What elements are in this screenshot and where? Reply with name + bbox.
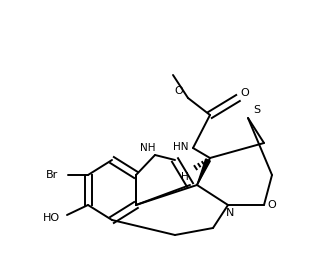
Text: O: O: [174, 86, 183, 96]
Text: O: O: [268, 200, 276, 210]
Text: HO: HO: [42, 213, 59, 223]
Text: HN: HN: [172, 142, 188, 152]
Text: N: N: [226, 208, 234, 218]
Text: H: H: [181, 172, 189, 182]
Text: NH: NH: [140, 143, 156, 153]
Text: O: O: [241, 88, 249, 98]
Text: Br: Br: [46, 170, 58, 180]
Polygon shape: [197, 159, 210, 185]
Text: S: S: [253, 105, 260, 115]
